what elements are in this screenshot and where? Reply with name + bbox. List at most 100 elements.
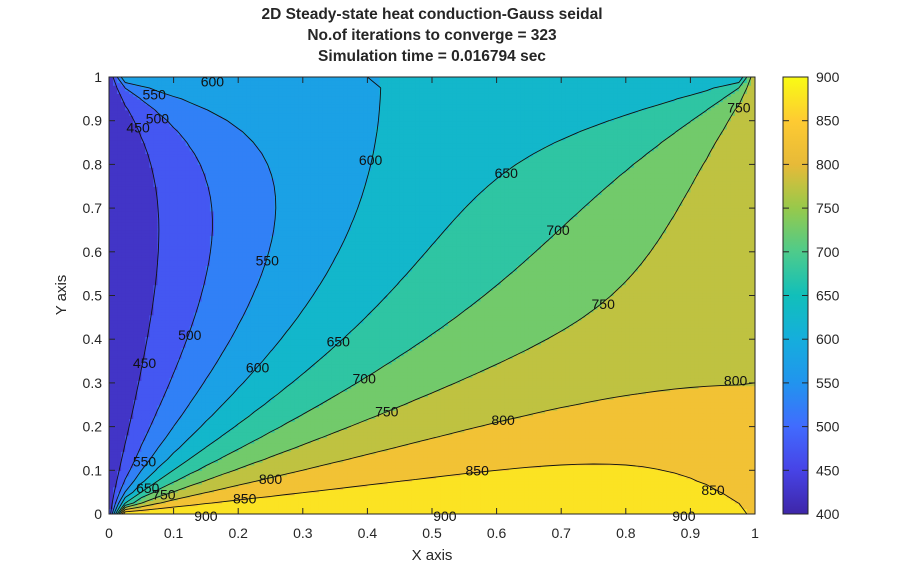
contour-cell: [419, 470, 425, 474]
contour-cell: [270, 473, 276, 477]
contour-cell: [419, 500, 425, 504]
contour-cell: [702, 453, 708, 458]
contour-cell: [359, 478, 364, 482]
contour-cell: [415, 511, 421, 514]
contour-cell: [242, 503, 247, 507]
contour-cell: [710, 500, 716, 504]
contour-cell: [270, 483, 276, 488]
contour-cell: [565, 470, 570, 474]
contour-cell: [585, 508, 591, 512]
contour-cell: [645, 467, 651, 471]
contour-cell: [710, 478, 716, 482]
contour-cell: [258, 503, 264, 507]
contour-cell: [589, 467, 595, 471]
contour-cell: [678, 475, 683, 480]
contour-cell: [658, 456, 663, 460]
contour-cell: [379, 483, 385, 488]
contour-cell: [161, 505, 167, 510]
contour-cell: [415, 456, 421, 460]
contour-cell: [448, 456, 453, 460]
contour-cell: [557, 464, 562, 469]
contour-cell: [185, 508, 191, 512]
contour-cell: [113, 473, 118, 477]
contour-cell: [262, 489, 268, 493]
contour-cell: [121, 483, 126, 488]
contour-cell: [133, 451, 138, 455]
contour-cell: [436, 483, 441, 488]
contour-cell: [387, 500, 393, 504]
contour-cell: [327, 464, 332, 469]
contour-cell: [242, 508, 247, 512]
contour-cell: [629, 503, 635, 507]
contour-cell: [383, 494, 389, 499]
contour-cell: [436, 459, 441, 463]
contour-cell: [351, 489, 356, 493]
contour-cell: [371, 497, 377, 501]
contour-cell: [355, 505, 360, 510]
contour-cell: [476, 462, 482, 466]
contour-cell: [597, 508, 603, 512]
contour-cell: [407, 470, 413, 474]
contour-cell: [658, 464, 663, 469]
contour-cell: [242, 489, 247, 493]
contour-cell: [363, 511, 368, 514]
contour-cell: [452, 462, 457, 466]
contour-cell: [331, 500, 336, 504]
contour-cell: [327, 459, 332, 463]
contour-cell: [577, 473, 582, 477]
contour-cell: [746, 500, 752, 504]
contour-cell: [169, 497, 175, 501]
contour-cell: [710, 456, 716, 460]
contour-cell: [670, 470, 675, 474]
contour-cell: [355, 462, 360, 466]
contour-cell: [573, 456, 578, 460]
contour-cell: [395, 475, 401, 480]
contour-cell: [395, 456, 401, 460]
contour-cell: [557, 478, 562, 482]
contour-cell: [371, 470, 377, 474]
contour-cell: [201, 511, 207, 514]
contour-cell: [266, 475, 272, 480]
contour-cell: [460, 470, 465, 474]
contour-cell: [230, 489, 235, 493]
contour-cell: [625, 486, 631, 491]
contour-cell: [213, 505, 219, 510]
contour-cell: [375, 489, 381, 493]
contour-cell: [367, 459, 373, 463]
contour-cell: [645, 483, 651, 488]
contour-cell: [621, 494, 627, 499]
contour-cell: [484, 511, 490, 514]
contour-cell: [750, 473, 755, 477]
contour-cell: [565, 492, 570, 496]
contour-cell: [742, 492, 748, 496]
contour-cell: [201, 486, 207, 491]
contour-cell: [181, 459, 187, 463]
contour-cell: [532, 462, 538, 466]
contour-cell: [480, 503, 486, 507]
contour-cell: [286, 486, 292, 491]
contour-cell: [278, 497, 284, 501]
contour-cell: [157, 462, 163, 466]
contour-cell: [322, 459, 328, 463]
contour-cell: [573, 464, 578, 469]
contour-cell: [524, 462, 530, 466]
contour-cell: [109, 486, 114, 491]
contour-cell: [694, 486, 700, 491]
contour-cell: [157, 486, 163, 491]
contour-cell: [742, 478, 748, 482]
contour-cell: [464, 478, 469, 482]
contour-cell: [125, 511, 130, 514]
contour-cell: [222, 473, 227, 477]
contour-cell: [318, 473, 324, 477]
contour-cell: [674, 481, 679, 485]
contour-cell: [488, 511, 494, 514]
contour-cell: [415, 503, 421, 507]
contour-cell: [266, 478, 272, 482]
contour-cell: [682, 511, 687, 514]
contour-cell: [387, 503, 393, 507]
contour-cell: [722, 462, 728, 466]
contour-cell: [270, 503, 276, 507]
contour-cell: [738, 478, 744, 482]
contour-cell: [137, 464, 142, 469]
contour-cell: [678, 511, 683, 514]
